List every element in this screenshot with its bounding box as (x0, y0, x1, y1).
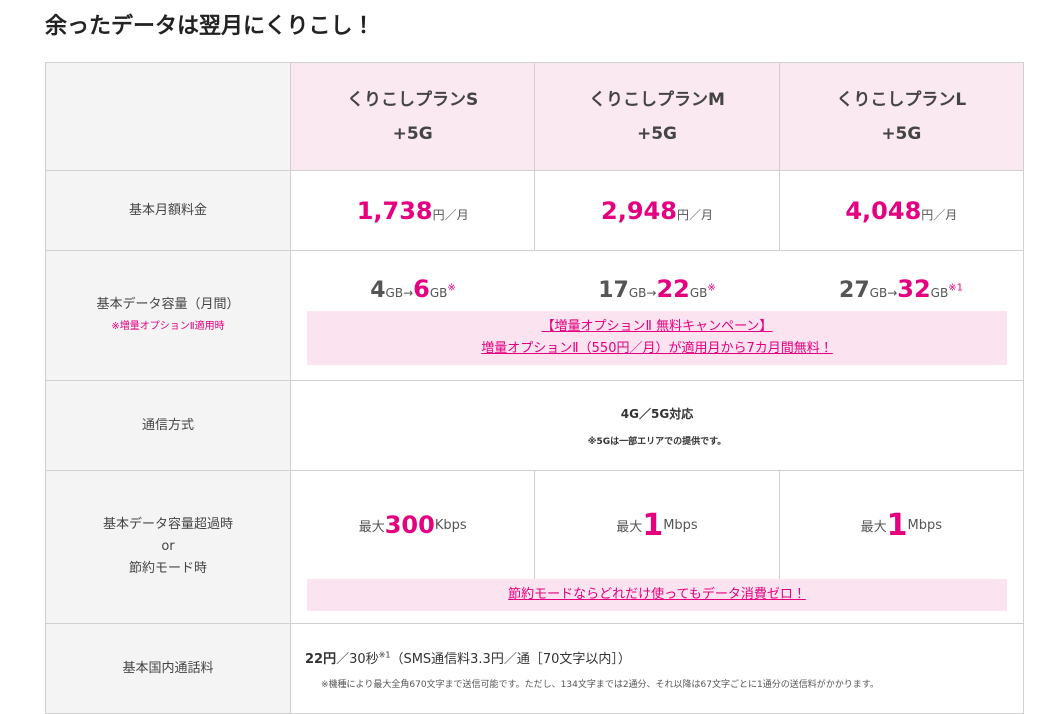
row-label: 基本データ容量（月間） ※増量オプションⅡ適用時 (45, 250, 291, 381)
call-detail: （SMS通信料3.3円／通［70文字以内］） (390, 651, 631, 667)
corner-cell (45, 62, 291, 171)
data-from: 27 (839, 277, 870, 303)
data-mark: ※1 (948, 282, 963, 294)
price-amount: 4,048 (845, 196, 922, 225)
speed-value: 300 (384, 511, 435, 539)
data-unit: GB→ (628, 285, 657, 300)
data-unit: GB (429, 285, 448, 300)
plan-sub: +5G (392, 123, 433, 144)
plan-sub: +5G (881, 123, 922, 144)
label-text: 節約モード時 (128, 561, 207, 576)
speed-unit: Mbps (907, 517, 943, 533)
network-note: ※5Gは一部エリアでの提供です。 (587, 436, 727, 447)
campaign-link[interactable]: 増量オプションⅡ（550円／月）が適用月から7カ月間無料！ (481, 340, 833, 356)
call-per: ／30秒 (336, 651, 379, 667)
plan-name: くりこしプランM (589, 89, 725, 110)
plan-header: くりこしプランS +5G (289, 62, 536, 171)
data-cell: 17GB→22GB※ (535, 275, 779, 303)
network-text: 4G／5G対応 (620, 406, 694, 421)
price-unit: 円／月 (921, 207, 958, 222)
data-unit: GB→ (869, 285, 898, 300)
network-cell: 4G／5G対応 ※5Gは一部エリアでの提供です。 (290, 380, 1024, 471)
row-label: 基本国内通話料 (45, 623, 291, 714)
speed-cell: 最大 1 Mbps (780, 471, 1023, 579)
page-title: 余ったデータは翌月にくりこし！ (45, 14, 375, 39)
call-sup: ※1 (378, 650, 391, 660)
data-from: 17 (598, 277, 629, 303)
data-mark: ※ (447, 282, 456, 294)
speed-unit: Mbps (663, 517, 698, 533)
label-note: ※増量オプションⅡ適用時 (111, 320, 225, 332)
plan-name: くりこしプランL (836, 89, 967, 110)
data-values: 4GB→6GB※ 17GB→22GB※ 27GB→32GB※1 (291, 267, 1023, 311)
price-amount: 2,948 (601, 196, 677, 225)
speed-prefix: 最大 (616, 519, 643, 535)
plan-header: くりこしプランM +5G (534, 62, 780, 171)
row-label: 通信方式 (45, 380, 291, 471)
call-row: 基本国内通話料 22円／30秒※1（SMS通信料3.3円／通［70文字以内］） … (45, 623, 1024, 714)
data-unit: GB (689, 285, 708, 300)
overflow-values: 最大 300 Kbps 最大 1 Mbps 最大 1 Mbps (291, 471, 1023, 579)
data-unit: GB (930, 285, 949, 300)
network-row: 通信方式 4G／5G対応 ※5Gは一部エリアでの提供です。 (45, 380, 1024, 471)
data-cells: 4GB→6GB※ 17GB→22GB※ 27GB→32GB※1 【増量オプション… (290, 250, 1024, 381)
price-cell: 4,048円／月 (778, 170, 1025, 251)
data-to: 32 (897, 274, 931, 303)
call-price: 22円 (305, 651, 337, 667)
data-cell: 4GB→6GB※ (291, 275, 535, 303)
price-cell: 2,948円／月 (534, 170, 780, 251)
label-text: or (161, 539, 175, 554)
speed-value: 1 (642, 507, 664, 543)
data-cell: 27GB→32GB※1 (779, 275, 1023, 303)
header-row: くりこしプランS +5G くりこしプランM +5G くりこしプランL +5G (45, 62, 1025, 171)
plan-name: くりこしプランS (347, 89, 479, 110)
speed-cell: 最大 300 Kbps (291, 471, 534, 579)
label-text: 基本データ容量（月間） (96, 296, 240, 312)
speed-unit: Kbps (434, 517, 467, 533)
campaign-banner: 【増量オプションⅡ 無料キャンペーン】増量オプションⅡ（550円／月）が適用月か… (307, 310, 1007, 365)
overflow-row: 基本データ容量超過時 or 節約モード時 最大 300 Kbps 最大 1 Mbps 最大 1… (45, 470, 1024, 624)
price-amount: 1,738 (356, 196, 433, 225)
data-unit: GB→ (385, 285, 414, 300)
campaign-link[interactable]: 【増量オプションⅡ 無料キャンペーン】 (541, 318, 773, 334)
price-cell: 1,738円／月 (289, 170, 536, 251)
data-to: 22 (656, 274, 690, 303)
data-from: 4 (370, 277, 386, 303)
price-unit: 円／月 (432, 207, 469, 222)
row-label: 基本データ容量超過時 or 節約モード時 (45, 470, 291, 624)
data-row: 基本データ容量（月間） ※増量オプションⅡ適用時 4GB→6GB※ 17GB→22… (45, 250, 1024, 381)
plan-header: くりこしプランL +5G (778, 62, 1025, 171)
data-mark: ※ (707, 282, 716, 294)
price-row: 基本月額料金 1,738円／月 2,948円／月 4,048円／月 (45, 170, 1025, 251)
speed-prefix: 最大 (358, 519, 385, 535)
saving-banner: 節約モードならどれだけ使ってもデータ消費ゼロ！ (307, 579, 1007, 611)
label-text: 基本データ容量超過時 (102, 517, 233, 532)
overflow-cells: 最大 300 Kbps 最大 1 Mbps 最大 1 Mbps 節約モードならどれだけ使って… (290, 470, 1024, 624)
speed-prefix: 最大 (860, 519, 887, 535)
plan-table: くりこしプランS +5G くりこしプランM +5G くりこしプランL +5G 基本月額… (45, 62, 1025, 714)
speed-value: 1 (886, 507, 908, 543)
call-cell: 22円／30秒※1（SMS通信料3.3円／通［70文字以内］） ※機種により最大… (290, 623, 1024, 714)
data-to: 6 (413, 274, 430, 303)
row-label: 基本月額料金 (45, 170, 291, 251)
speed-cell: 最大 1 Mbps (534, 471, 780, 579)
saving-link[interactable]: 節約モードならどれだけ使ってもデータ消費ゼロ！ (508, 587, 806, 602)
price-unit: 円／月 (676, 207, 713, 222)
call-note: ※機種により最大全角670文字まで送信可能です。ただし、134文字までは2通分、… (321, 679, 879, 690)
plan-sub: +5G (636, 123, 677, 144)
call-line: 22円／30秒※1（SMS通信料3.3円／通［70文字以内］） (305, 648, 1023, 667)
